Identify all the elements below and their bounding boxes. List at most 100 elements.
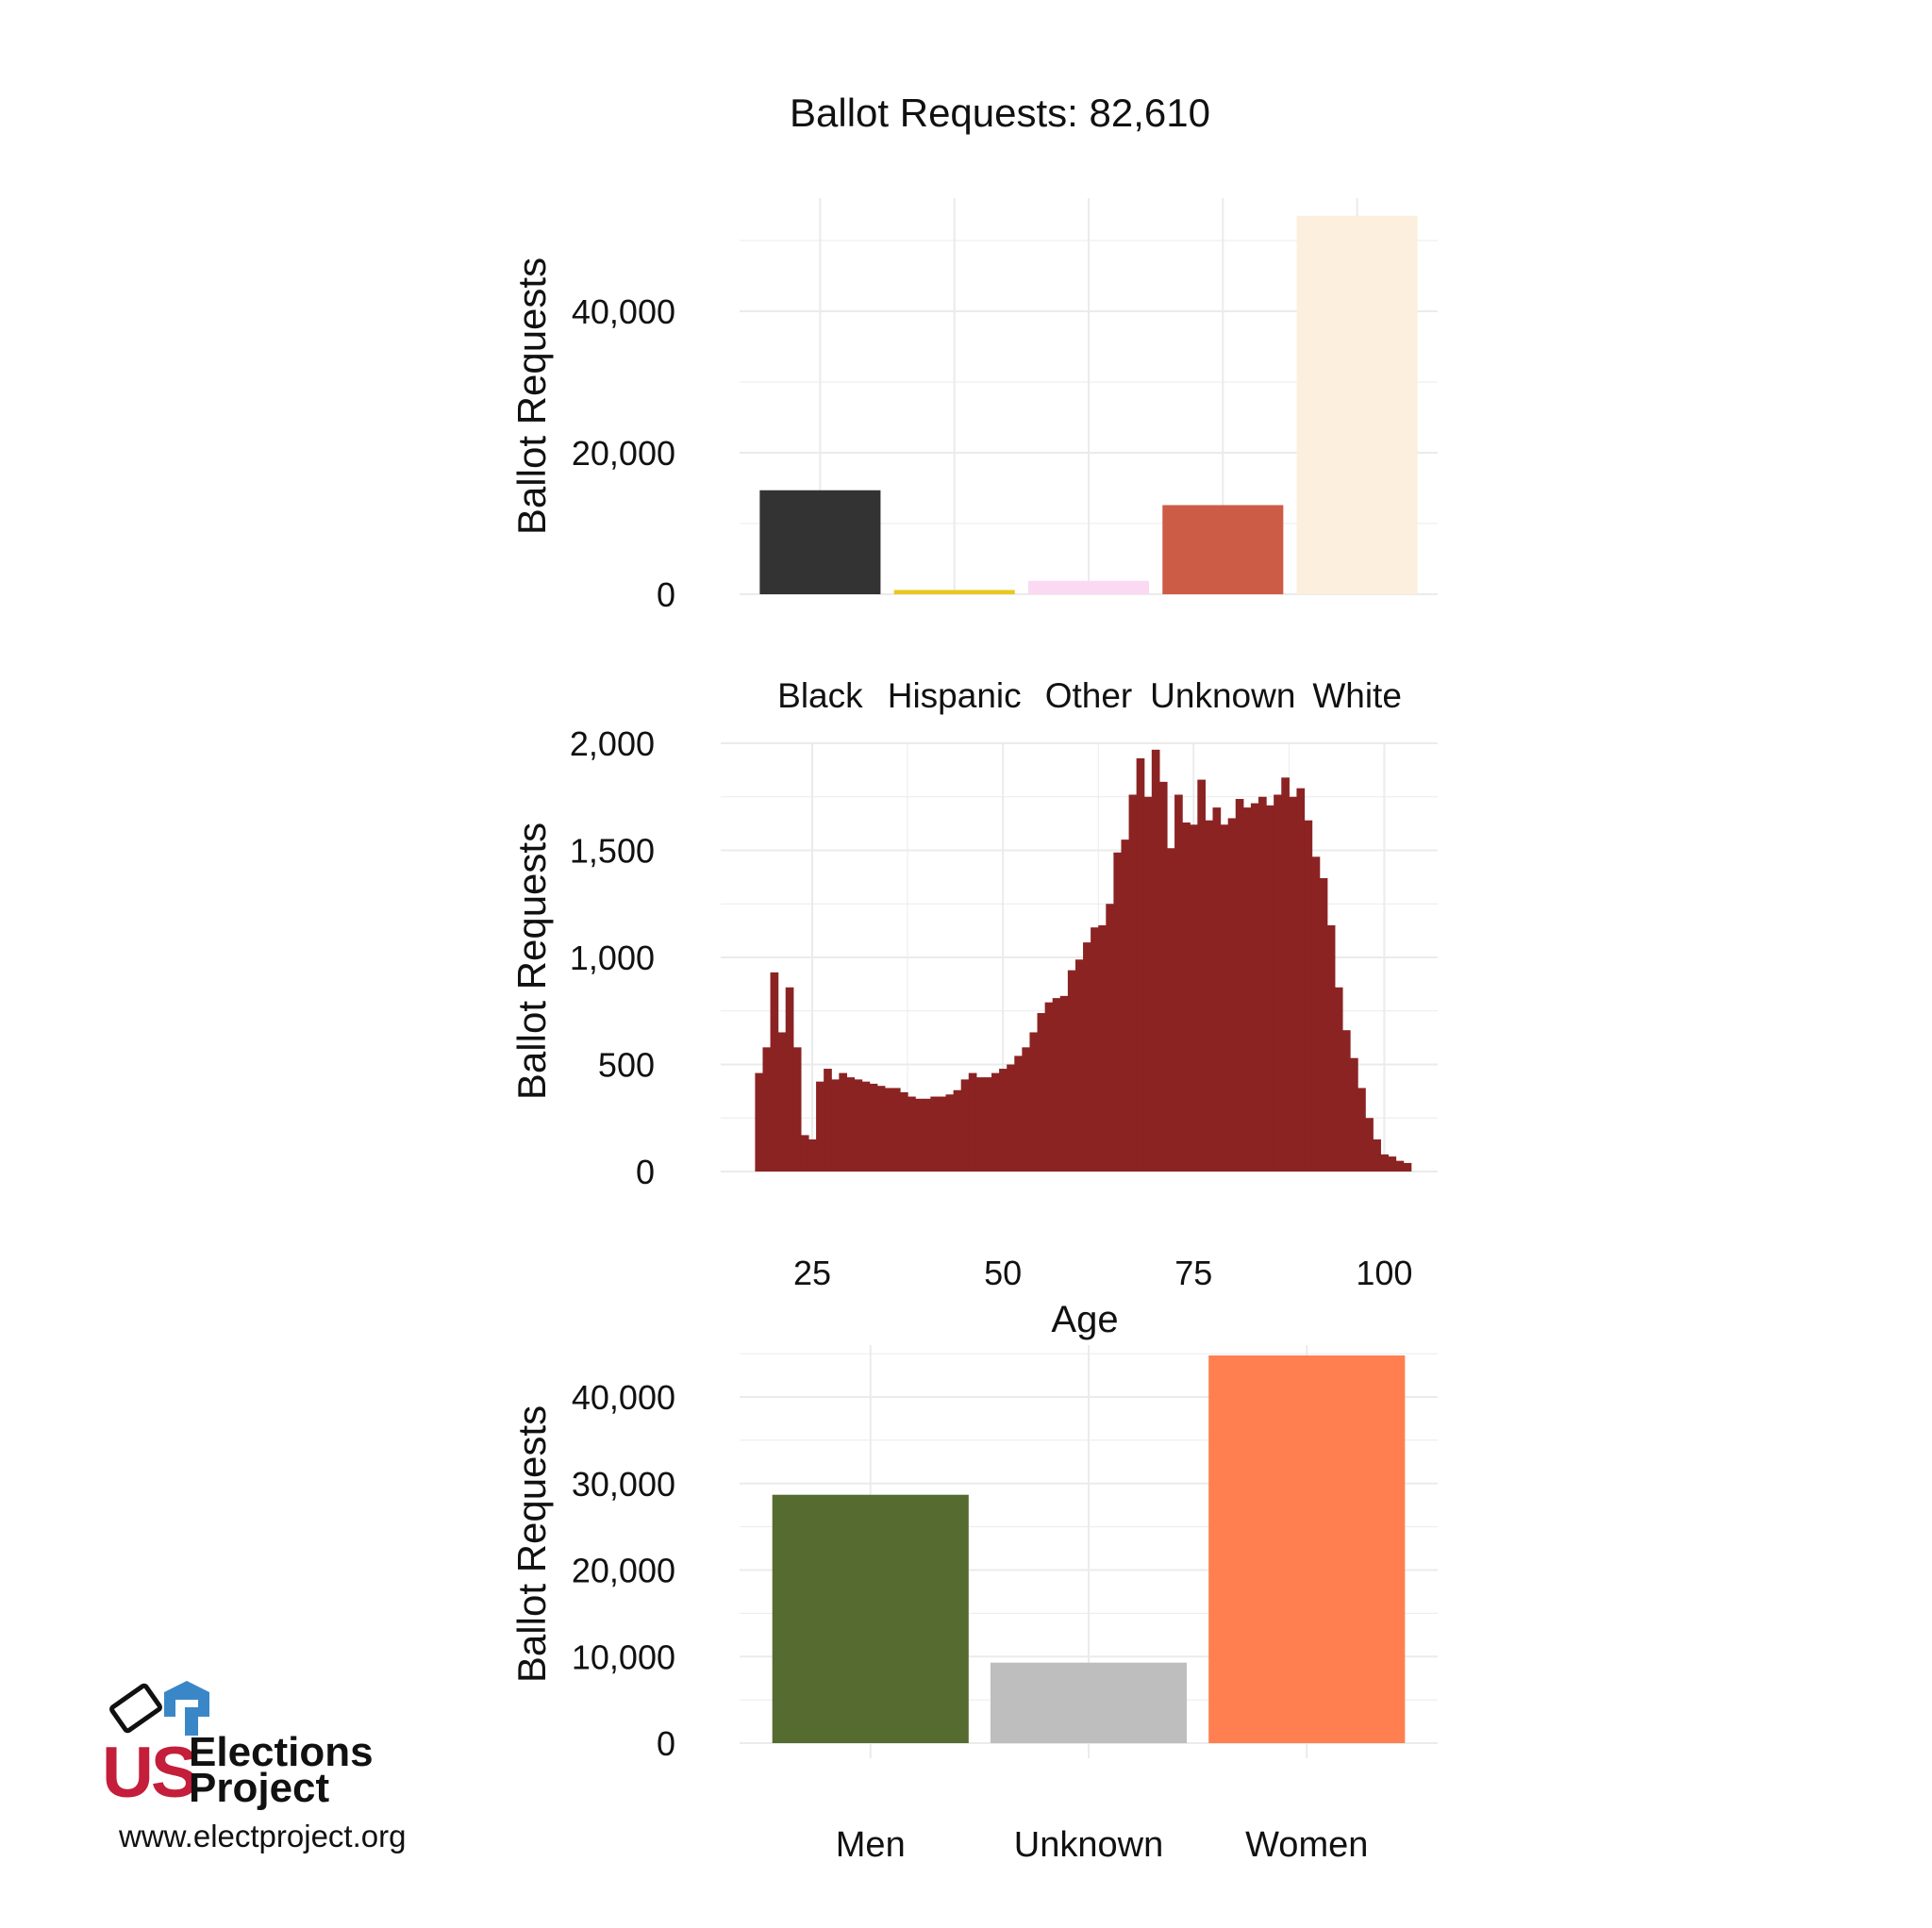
age-ytick-label: 0 <box>636 1153 655 1191</box>
age-bin-bar <box>1044 1002 1054 1172</box>
age-bin-bar <box>975 1077 985 1172</box>
age-bin-bar <box>1341 1030 1351 1172</box>
age-bin-bar <box>861 1081 871 1172</box>
gender-category-label: Men <box>836 1825 906 1865</box>
age-bin-bar <box>930 1096 940 1172</box>
logo-url: www.electproject.org <box>119 1819 407 1853</box>
age-bin-bar <box>846 1077 856 1172</box>
chart-title: Ballot Requests: 82,610 <box>790 91 1210 135</box>
age-bin-bar <box>1274 794 1282 1172</box>
age-bin-bar <box>831 1079 840 1172</box>
age-bin-bar <box>983 1077 992 1172</box>
age-bin-bar <box>1182 822 1191 1172</box>
age-bin-bar <box>923 1098 931 1172</box>
gender-ytick-label: 10,000 <box>572 1637 675 1676</box>
age-xtick-label: 75 <box>1174 1254 1212 1292</box>
age-bin-bar <box>1319 878 1328 1172</box>
age-bin-bar <box>1121 839 1130 1172</box>
age-bin-bar <box>945 1094 955 1172</box>
race-bar-chart: Black Hispanic Other Unknown White 0 20,000 40,… <box>509 198 1438 715</box>
race-bar-unknown <box>1162 505 1284 594</box>
age-bin-bar <box>839 1072 848 1172</box>
race-ytick-label: 0 <box>657 575 675 614</box>
age-bin-bar <box>968 1072 977 1172</box>
ballot-box-icon <box>109 1681 209 1736</box>
logo-us-mark: US <box>102 1733 199 1813</box>
age-bin-bar <box>1388 1156 1397 1172</box>
age-bin-bar <box>1250 803 1259 1172</box>
race-bar-white <box>1296 215 1418 594</box>
age-bin-bar <box>1158 781 1168 1172</box>
age-bin-bar <box>1059 995 1069 1172</box>
age-ytick-label: 1,500 <box>570 832 655 871</box>
age-bin-bar <box>991 1072 1000 1172</box>
race-category-label: Other <box>1045 676 1133 715</box>
age-bin-bar <box>1113 852 1123 1172</box>
age-bin-bar <box>762 1047 772 1172</box>
age-y-axis-title: Ballot Requests <box>509 823 554 1100</box>
age-bin-bar <box>755 1072 764 1172</box>
age-bin-bar <box>1357 1088 1366 1172</box>
age-bin-bar <box>1205 820 1214 1172</box>
age-bin-bar <box>1235 799 1244 1172</box>
age-bin-bar <box>792 1047 802 1172</box>
age-bin-bar <box>1037 1013 1046 1172</box>
race-category-label: Unknown <box>1150 676 1295 715</box>
gender-y-axis-title: Ballot Requests <box>509 1405 554 1683</box>
age-bin-bar <box>1022 1047 1031 1172</box>
age-bin-bar <box>1174 794 1183 1172</box>
gender-ytick-label: 40,000 <box>572 1378 675 1417</box>
age-bin-bar <box>869 1083 878 1172</box>
age-bin-bar <box>1304 820 1313 1172</box>
age-bin-bar <box>960 1079 970 1172</box>
logo-project-word: Project <box>189 1765 330 1811</box>
age-bin-bar <box>915 1098 924 1172</box>
gender-ytick-label: 0 <box>657 1724 675 1763</box>
age-bin-bar <box>1029 1032 1039 1172</box>
age-bin-bar <box>1334 987 1343 1172</box>
age-bin-bar <box>1007 1064 1015 1172</box>
gender-ytick-label: 30,000 <box>572 1465 675 1504</box>
age-bin-bar <box>1143 796 1153 1172</box>
race-bar-black <box>759 490 881 594</box>
age-bin-bar <box>876 1086 886 1172</box>
age-ytick-label: 2,000 <box>570 724 655 763</box>
age-bin-bar <box>999 1069 1008 1172</box>
age-bin-bar <box>1067 970 1076 1172</box>
gender-ytick-label: 20,000 <box>572 1552 675 1590</box>
age-bin-bar <box>1403 1162 1412 1172</box>
age-bin-bar <box>1258 796 1267 1172</box>
gender-category-label: Unknown <box>1014 1825 1163 1865</box>
age-bin-bar <box>1212 807 1222 1172</box>
race-bar-other <box>1027 580 1150 594</box>
age-bin-bar <box>808 1139 817 1172</box>
age-bin-bar <box>1166 848 1175 1172</box>
age-x-axis-title: Age <box>1051 1299 1118 1340</box>
age-bin-bar <box>1197 779 1207 1172</box>
race-ytick-label: 20,000 <box>572 434 675 473</box>
age-bin-bar <box>908 1096 916 1172</box>
gender-bar-chart: Men Unknown Women 0 10,000 20,000 30,000 40,000… <box>509 1345 1438 1865</box>
age-bin-bar <box>1311 856 1321 1172</box>
age-bin-bar <box>777 1032 787 1172</box>
age-histogram: 0 500 1,000 1,500 2,000 25 50 75 100 Age Ballot Re… <box>509 724 1438 1340</box>
age-bin-bar <box>1350 1057 1358 1172</box>
age-bin-bar <box>1052 998 1061 1172</box>
age-bin-bar <box>1373 1139 1381 1172</box>
age-bin-bar <box>785 987 794 1172</box>
gender-category-label: Women <box>1245 1825 1368 1865</box>
age-bin-bar <box>1106 904 1114 1172</box>
logo-elections-word: Elections <box>189 1729 374 1775</box>
gender-bar-men <box>772 1494 969 1743</box>
age-bin-bar <box>1220 824 1229 1172</box>
race-category-label: Hispanic <box>888 676 1022 715</box>
age-bin-bar <box>1083 942 1091 1172</box>
age-bin-bar <box>824 1069 832 1172</box>
age-bin-bar <box>1014 1055 1023 1172</box>
age-bin-bar <box>1281 777 1290 1172</box>
age-bin-bar <box>900 1092 908 1172</box>
age-bin-bar <box>1151 749 1160 1172</box>
age-bin-bar <box>1091 927 1099 1172</box>
age-bin-bar <box>1289 796 1298 1172</box>
